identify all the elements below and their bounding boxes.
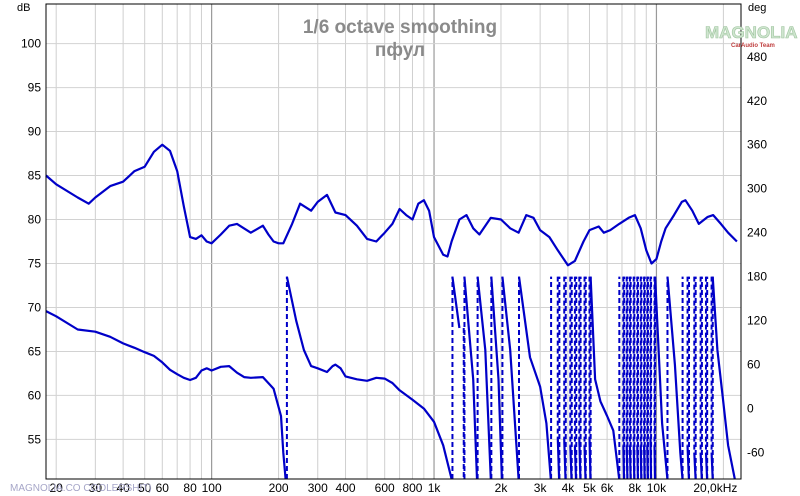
y-left-tick-label: 65	[28, 344, 42, 358]
logo-subtext: CarAudio Team	[731, 43, 775, 49]
x-tick-label: 20,0kHz	[693, 481, 737, 495]
x-tick-label: 800	[402, 481, 422, 495]
x-tick-label: 200	[269, 481, 289, 495]
phase-series-line	[517, 276, 552, 480]
x-tick-label: 40	[116, 481, 130, 495]
x-tick-label: 400	[336, 481, 356, 495]
y-right-tick-label: 480	[747, 50, 767, 64]
phase-series-line	[45, 310, 287, 480]
x-tick-label: 50	[138, 481, 152, 495]
x-tick-label: 30	[89, 481, 103, 495]
x-tick-label: 2k	[495, 481, 509, 495]
y-left-tick-label: 80	[28, 213, 42, 227]
x-tick-label: 300	[308, 481, 328, 495]
y-right-tick-label: 240	[747, 226, 767, 240]
y-right-tick-label: 300	[747, 182, 767, 196]
y-left-tick-label: 55	[28, 432, 42, 446]
x-tick-label: 10k	[647, 481, 667, 495]
magnolia-logo: MAGNOLIA CarAudio Team	[705, 23, 798, 49]
grid	[46, 4, 741, 479]
phase-series-line	[463, 276, 479, 480]
y-left-tick-label: 70	[28, 300, 42, 314]
logo-text: MAGNOLIA	[705, 23, 798, 42]
x-tick-label: 80	[183, 481, 197, 495]
y-right-tick-label: 180	[747, 270, 767, 284]
tick-labels: 55 60 65 70 75 80 85 90 95 100 -60 0 60 120 180 240 300 3…	[21, 37, 767, 495]
phase-series-line	[451, 276, 461, 329]
y-right-tick-label: 420	[747, 94, 767, 108]
footer-credit: MAGNOLIA.CO COOLERSHIT)	[10, 483, 152, 494]
x-tick-label: 20	[49, 481, 63, 495]
magnitude-series-line	[45, 143, 738, 267]
x-tick-label: 60	[156, 481, 170, 495]
x-tick-label: 4k	[562, 481, 576, 495]
right-axis-unit: deg	[748, 2, 766, 14]
plot-frame	[45, 3, 742, 480]
phase-series-line	[501, 276, 520, 480]
chart-subtitle: пфул	[375, 40, 425, 61]
phase-series-line	[654, 276, 669, 480]
x-tick-label: 5k	[583, 481, 597, 495]
y-left-tick-label: 100	[21, 37, 41, 51]
phase-series-line	[666, 276, 684, 480]
y-left-tick-label: 75	[28, 256, 42, 270]
x-tick-label: 8k	[629, 481, 643, 495]
x-tick-label: 600	[375, 481, 395, 495]
left-axis-unit: dB	[17, 2, 30, 14]
x-tick-label: 3k	[534, 481, 548, 495]
chart-title: 1/6 octave smoothing	[303, 17, 497, 38]
y-right-tick-label: 60	[747, 358, 761, 372]
phase-series-line	[589, 276, 621, 480]
y-left-tick-label: 60	[28, 388, 42, 402]
y-left-tick-label: 85	[28, 169, 42, 183]
y-left-tick-label: 90	[28, 125, 42, 139]
phase-series-line	[711, 276, 736, 480]
phase-series-line	[285, 276, 453, 480]
y-left-tick-label: 95	[28, 81, 42, 95]
phase-series-line	[476, 276, 492, 480]
y-right-tick-label: 360	[747, 138, 767, 152]
x-tick-label: 1k	[428, 481, 442, 495]
phase-series-line	[490, 276, 503, 480]
y-right-tick-label: 120	[747, 314, 767, 328]
curves	[45, 143, 738, 480]
y-right-tick-label: -60	[747, 446, 765, 460]
x-tick-label: 100	[202, 481, 222, 495]
y-right-tick-label: 0	[747, 402, 754, 416]
x-tick-label: 6k	[601, 481, 615, 495]
